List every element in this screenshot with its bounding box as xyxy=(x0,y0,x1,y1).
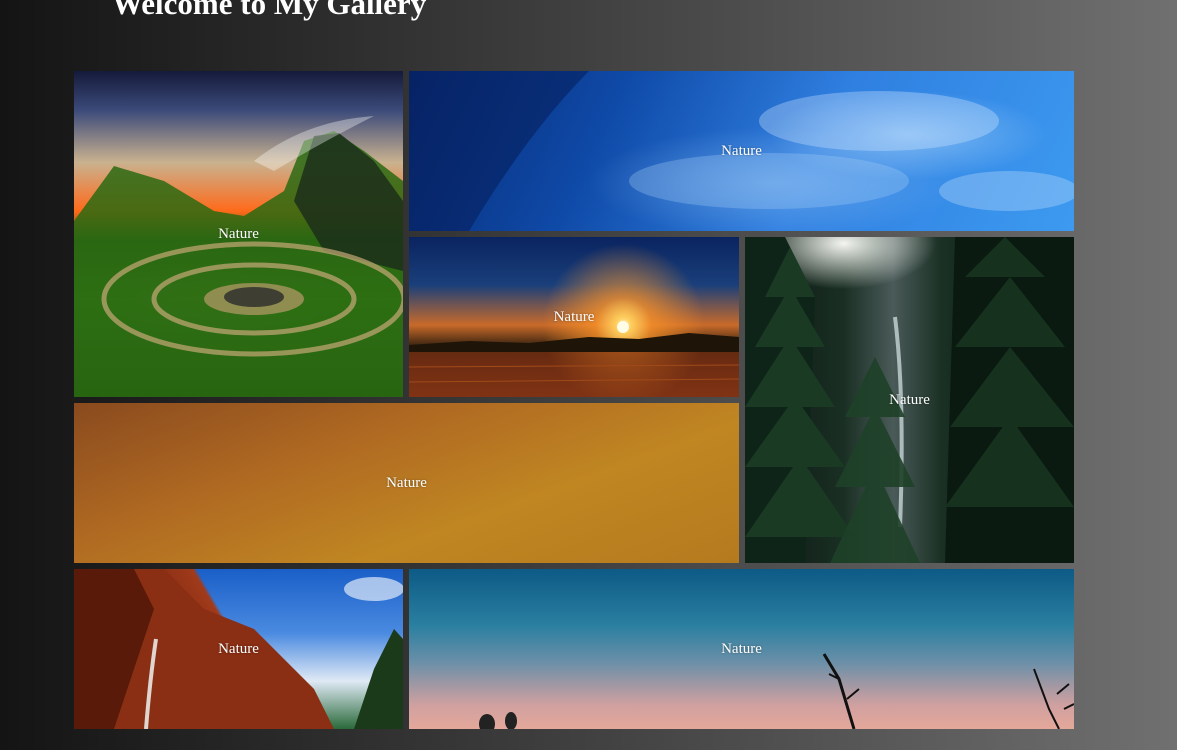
tile-caption: Nature xyxy=(218,640,259,657)
tile-caption: Nature xyxy=(889,391,930,408)
gallery-tile-7[interactable]: Nature xyxy=(409,569,1074,729)
tile-caption: Nature xyxy=(721,142,762,159)
gallery-tile-6[interactable]: Nature xyxy=(74,569,403,729)
gallery-tile-5[interactable]: Nature xyxy=(74,403,739,563)
landscape-photo-icon xyxy=(409,71,1074,231)
tile-caption: Nature xyxy=(386,474,427,491)
landscape-photo-icon xyxy=(479,653,1074,729)
landscape-photo-icon xyxy=(409,321,739,397)
tile-caption: Nature xyxy=(218,225,259,242)
page-title: Welcome to My Gallery xyxy=(112,0,427,21)
gallery-grid: Nature Nature Nature Na xyxy=(74,71,1074,731)
tile-caption: Nature xyxy=(721,640,762,657)
tile-caption: Nature xyxy=(553,308,595,325)
gallery-tile-1[interactable]: Nature xyxy=(74,71,403,397)
landscape-photo-icon xyxy=(745,237,1074,563)
landscape-photo-icon xyxy=(74,116,403,397)
gallery-tile-4[interactable]: Nature xyxy=(745,237,1074,563)
gallery-tile-3[interactable]: Nature xyxy=(409,237,739,397)
landscape-photo-icon xyxy=(74,569,403,729)
gallery-tile-2[interactable]: Nature xyxy=(409,71,1074,231)
